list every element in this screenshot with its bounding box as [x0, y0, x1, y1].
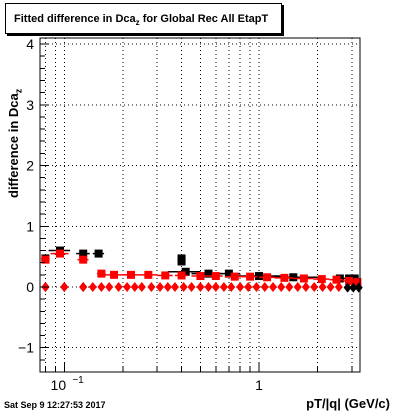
y-tick-label: −1 [18, 340, 34, 356]
data-point-diamond [343, 282, 352, 293]
data-point-square [97, 269, 106, 278]
data-point-diamond [277, 281, 286, 292]
grid-lines [40, 38, 360, 372]
data-point-diamond [88, 281, 97, 292]
data-point-square [177, 257, 186, 266]
data-point-diamond [179, 281, 188, 292]
data-point-diamond [326, 281, 335, 292]
data-point-diamond [97, 281, 106, 292]
data-point-diamond [227, 281, 236, 292]
data-point-square [246, 272, 255, 281]
data-point-diamond [211, 281, 220, 292]
data-point-diamond [244, 281, 253, 292]
data-point-square [263, 273, 272, 282]
y-axis-label-subscript: z [13, 88, 24, 94]
data-point-square [94, 249, 103, 258]
data-point-diamond [269, 281, 278, 292]
data-series [41, 246, 363, 293]
data-point-square [332, 275, 341, 284]
axes [39, 37, 361, 373]
y-axis-label: difference in Dcaz [6, 89, 24, 198]
data-point-diamond [137, 281, 146, 292]
data-point-square [204, 269, 213, 278]
data-point-diamond [301, 281, 310, 292]
chart-title: Fitted difference in Dcaz for Global Rec… [14, 13, 268, 27]
data-point-square [127, 270, 136, 279]
timestamp: Sat Sep 9 12:27:53 2017 [4, 400, 106, 410]
data-point-square [177, 271, 186, 280]
data-point-square [224, 269, 233, 278]
data-point-square [353, 278, 362, 287]
data-point-square [41, 255, 50, 264]
data-point-diamond [236, 281, 245, 292]
data-point-diamond [318, 281, 327, 292]
data-point-square [196, 272, 205, 281]
data-point-square [317, 275, 326, 284]
data-point-square [161, 271, 170, 280]
y-tick-label: 3 [26, 97, 34, 113]
data-point-diamond [252, 281, 261, 292]
data-point-diamond [170, 281, 179, 292]
x-tick-label-exponent: −1 [72, 375, 84, 386]
series-1 [41, 249, 362, 287]
series-3 [41, 281, 343, 292]
data-point-diamond [114, 281, 123, 292]
data-point-diamond [219, 281, 228, 292]
y-tick-label: 4 [26, 36, 34, 52]
data-point-square [181, 267, 190, 276]
data-point-diamond [349, 282, 358, 293]
data-point-diamond [187, 281, 196, 292]
tick-labels: −1 0 1 2 3 4 10 −1 1 [18, 36, 263, 393]
data-point-diamond [79, 281, 88, 292]
y-tick-label: 1 [26, 218, 34, 234]
data-point-square [345, 276, 354, 285]
data-point-diamond [354, 282, 363, 293]
data-point-diamond [285, 281, 294, 292]
data-point-square [299, 274, 308, 283]
y-tick-label: 0 [26, 279, 34, 295]
data-point-diamond [105, 281, 114, 292]
data-point-square [144, 270, 153, 279]
data-point-diamond [147, 281, 156, 292]
data-point-square [230, 272, 239, 281]
data-point-diamond [163, 281, 172, 292]
plot-frame [39, 37, 361, 373]
data-point-diamond [60, 281, 69, 292]
data-point-square [110, 270, 119, 279]
data-point-square [255, 272, 264, 281]
data-point-diamond [310, 281, 319, 292]
data-point-diamond [156, 281, 165, 292]
data-point-diamond [196, 281, 205, 292]
data-point-diamond [123, 281, 132, 292]
x-axis-label: pT/|q| (GeV/c) [306, 396, 390, 411]
data-point-diamond [293, 281, 302, 292]
y-axis-label-main: difference in Dca [6, 93, 21, 198]
data-point-square [79, 249, 88, 258]
chart-title-subscript: z [135, 18, 140, 28]
data-point-diamond [334, 281, 343, 292]
data-point-diamond [260, 281, 269, 292]
data-point-diamond [130, 281, 139, 292]
data-point-square [211, 272, 220, 281]
x-tick-label: 1 [255, 377, 263, 393]
data-point-square [280, 273, 289, 282]
x-tick-label: 10 [51, 377, 67, 393]
data-point-square [55, 249, 64, 258]
chart-title-box: Fitted difference in Dcaz for Global Rec… [5, 3, 282, 34]
data-point-diamond [204, 281, 213, 292]
y-tick-label: 2 [26, 158, 34, 174]
data-point-square [79, 255, 88, 264]
chart-title-main: Fitted difference in Dca [14, 13, 136, 25]
chart-title-rest: for Global Rec All EtapT [139, 13, 269, 25]
